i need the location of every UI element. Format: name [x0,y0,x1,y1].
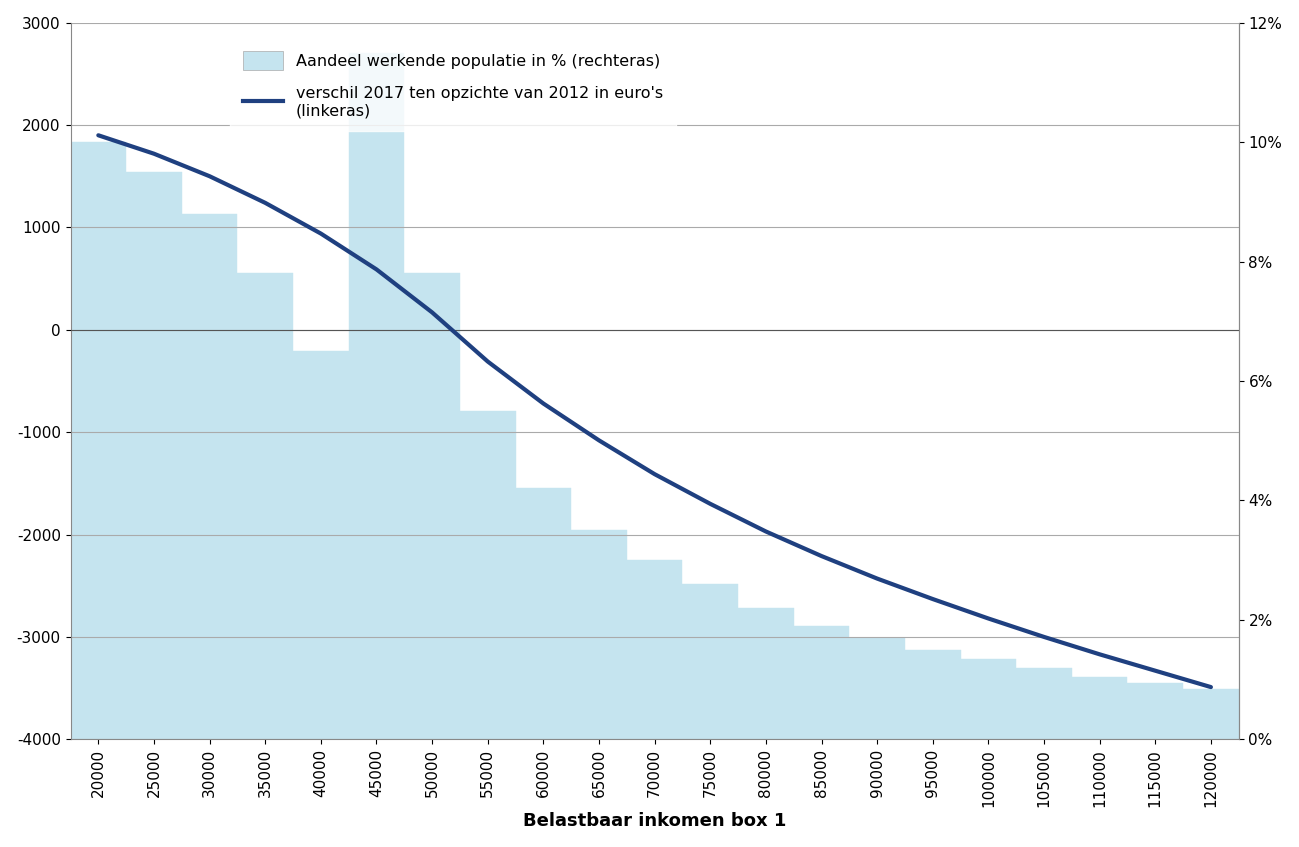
Bar [516,489,572,739]
Bar [850,638,905,739]
Bar [960,659,1016,739]
Bar [294,352,348,739]
Bar [682,584,738,739]
Bar [404,274,460,739]
Bar [794,626,850,739]
Bar [70,142,126,739]
Bar [126,172,182,739]
Bar [627,560,682,739]
Bar [238,274,294,739]
Bar [905,650,960,739]
Bar [348,53,404,739]
Bar [1016,667,1072,739]
Bar [460,411,516,739]
Bar [182,213,238,739]
Bar [1128,683,1183,739]
Bar [1183,689,1239,739]
Bar [738,608,794,739]
X-axis label: Belastbaar inkomen box 1: Belastbaar inkomen box 1 [523,812,786,830]
Bar [1072,677,1128,739]
Legend: Aandeel werkende populatie in % (rechteras), verschil 2017 ten opzichte van 2012: Aandeel werkende populatie in % (rechter… [230,38,675,131]
Bar [572,530,627,739]
